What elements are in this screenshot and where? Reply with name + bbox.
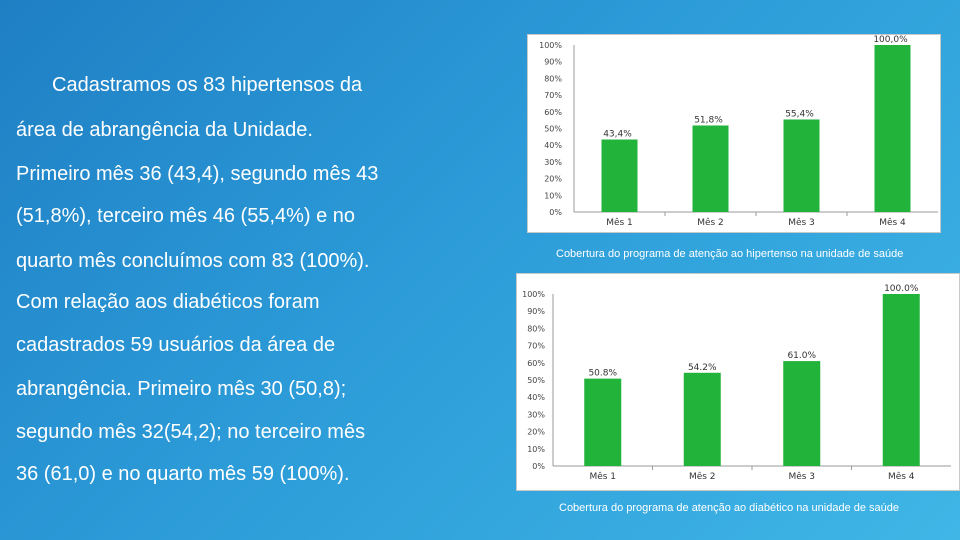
text-line: (51,8%), terceiro mês 46 (55,4%) e no [16,205,356,227]
hypertension-y-tick-label: 10% [544,191,562,200]
text-line: cadastrados 59 usuários da área de [16,334,336,356]
diabetes-y-tick-label: 100% [522,290,545,299]
diabetes-y-tick-label: 50% [527,376,545,385]
diabetes-y-tick-label: 60% [527,359,545,368]
diabetes-y-tick-label: 40% [527,393,545,402]
diabetes-y-tick-label: 90% [527,307,545,316]
hypertension-y-tick-label: 40% [544,141,562,150]
diabetes-data-label: 100.0% [884,284,919,294]
diabetes-y-tick-label: 10% [527,445,545,454]
hypertension-bar [601,139,638,212]
text-line: abrangência. Primeiro mês 30 (50,8); [16,378,347,400]
diabetes-y-tick-label: 20% [527,428,545,437]
diabetes-chart: 0% 10% 20% 30% 40% 50% 60% 70% 80% 90% 100% 50.8% Mê… [516,273,960,491]
hypertension-data-label: 100,0% [873,35,908,45]
hypertension-category-label: Mês 3 [788,217,815,228]
hypertension-y-tick-label: 80% [544,74,562,83]
diabetes-data-label: 61.0% [787,351,816,361]
hypertension-y-tick-label: 20% [544,175,562,184]
hypertension-y-tick-label: 60% [544,108,562,117]
diabetes-y-tick-label: 80% [527,324,545,333]
text-line: Com relação aos diabéticos foram [16,291,320,313]
diabetes-y-tick-label: 70% [527,342,545,351]
text-line: quarto mês concluímos com 83 (100%). [16,250,370,272]
hypertension-bar [874,45,911,212]
hypertension-data-label: 51,8% [694,115,723,125]
diabetes-data-label: 50.8% [588,369,617,379]
text-line: Cadastramos os 83 hipertensos da [52,74,363,96]
diabetes-category-label: Mês 4 [888,471,915,482]
text-line: segundo mês 32(54,2); no terceiro mês [16,421,366,443]
diabetes-category-label: Mês 1 [589,471,616,482]
hypertension-chart-svg: 0% 10% 20% 30% 40% 50% 60% 70% 80% 90% 100% 43,4% Mê… [539,35,938,228]
hypertension-bar [692,125,729,212]
hypertension-data-label: 43,4% [603,130,632,140]
hypertension-y-tick-label: 70% [544,91,562,100]
hypertension-category-label: Mês 1 [606,217,633,228]
diabetes-category-label: Mês 2 [689,471,716,482]
hypertension-y-tick-label: 0% [549,208,562,217]
diabetes-bar [882,294,920,466]
diabetes-chart-title: Cobertura do programa de atenção ao diab… [559,502,900,514]
diabetes-y-tick-label: 0% [532,462,545,471]
diabetes-y-tick-label: 30% [527,410,545,419]
hypertension-chart: 0% 10% 20% 30% 40% 50% 60% 70% 80% 90% 100% 43,4% Mê… [527,34,941,233]
diabetes-bar [584,378,622,466]
diabetes-bar [683,372,721,466]
text-line: área de abrangência da Unidade. [16,119,313,141]
diabetes-bar [783,361,821,466]
text-line: 36 (61,0) e no quarto mês 59 (100%). [16,463,350,485]
hypertension-chart-title: Cobertura do programa de atenção ao hipe… [556,248,904,260]
hypertension-y-tick-label: 50% [544,125,562,134]
hypertension-data-label: 55,4% [785,109,814,119]
hypertension-y-tick-label: 30% [544,158,562,167]
hypertension-category-label: Mês 2 [697,217,724,228]
hypertension-category-label: Mês 4 [879,217,906,228]
hypertension-y-tick-label: 100% [539,41,562,50]
text-line: Primeiro mês 36 (43,4), segundo mês 43 [16,163,379,185]
hypertension-bar [783,119,820,212]
diabetes-data-label: 54.2% [688,363,717,373]
diabetes-category-label: Mês 3 [788,471,815,482]
diabetes-chart-svg: 0% 10% 20% 30% 40% 50% 60% 70% 80% 90% 100% 50.8% Mê… [522,284,951,482]
hypertension-y-tick-label: 90% [544,58,562,67]
